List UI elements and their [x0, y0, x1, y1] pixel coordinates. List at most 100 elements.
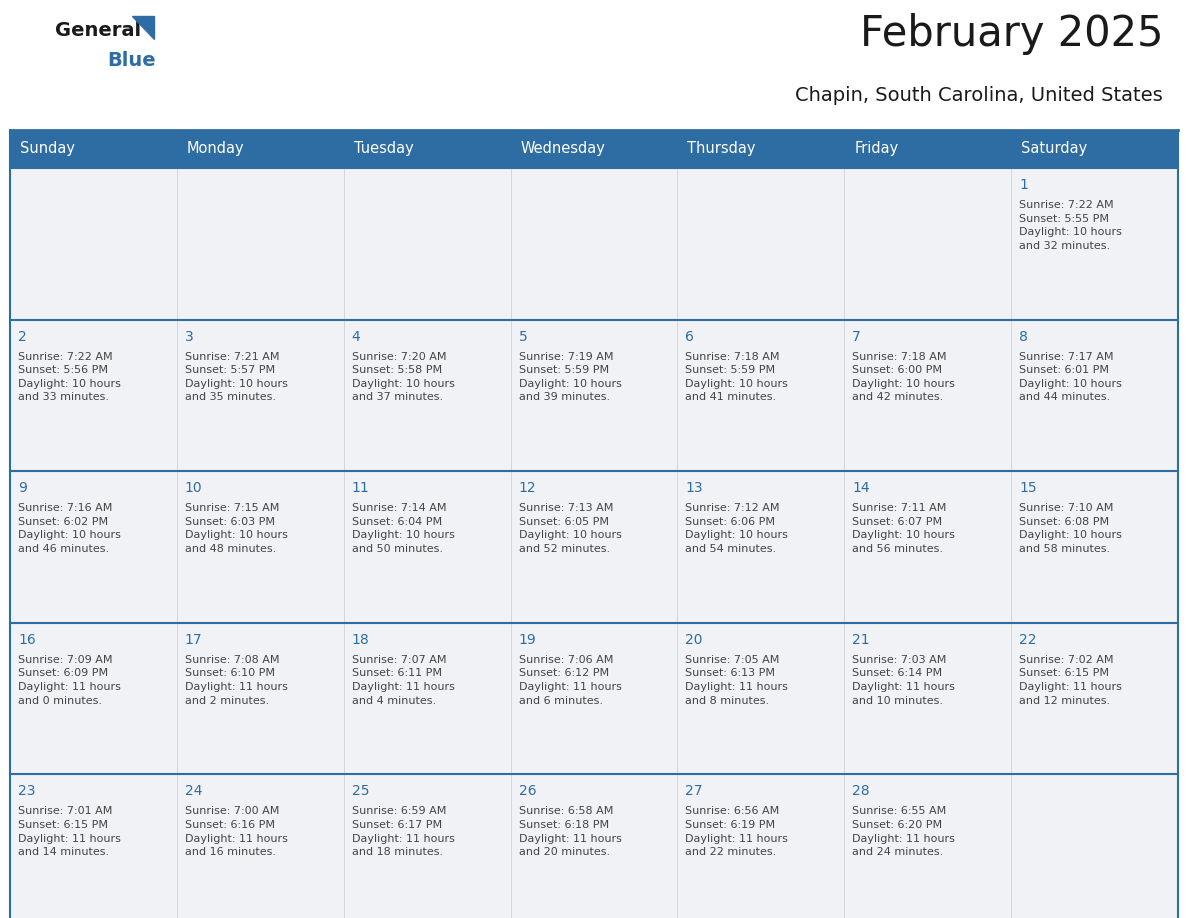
Text: 21: 21	[852, 633, 870, 647]
Text: Sunrise: 7:21 AM
Sunset: 5:57 PM
Daylight: 10 hours
and 35 minutes.: Sunrise: 7:21 AM Sunset: 5:57 PM Dayligh…	[185, 352, 287, 402]
Text: Sunrise: 6:55 AM
Sunset: 6:20 PM
Daylight: 11 hours
and 24 minutes.: Sunrise: 6:55 AM Sunset: 6:20 PM Dayligh…	[852, 806, 955, 857]
Bar	[10, 130, 1178, 168]
Text: 17: 17	[185, 633, 202, 647]
Text: 8: 8	[1019, 330, 1028, 343]
Text: Sunrise: 7:17 AM
Sunset: 6:01 PM
Daylight: 10 hours
and 44 minutes.: Sunrise: 7:17 AM Sunset: 6:01 PM Dayligh…	[1019, 352, 1121, 402]
Polygon shape	[132, 16, 154, 39]
Text: Sunrise: 7:15 AM
Sunset: 6:03 PM
Daylight: 10 hours
and 48 minutes.: Sunrise: 7:15 AM Sunset: 6:03 PM Dayligh…	[185, 503, 287, 554]
Bar	[343, 622, 511, 775]
Text: Sunday: Sunday	[20, 141, 75, 156]
Text: Tuesday: Tuesday	[354, 141, 413, 156]
Text: 16: 16	[18, 633, 36, 647]
Bar	[177, 471, 343, 622]
Text: Sunrise: 7:19 AM
Sunset: 5:59 PM
Daylight: 10 hours
and 39 minutes.: Sunrise: 7:19 AM Sunset: 5:59 PM Dayligh…	[519, 352, 621, 402]
Text: 7: 7	[852, 330, 861, 343]
Text: Wednesday: Wednesday	[520, 141, 606, 156]
Text: 6: 6	[685, 330, 694, 343]
Bar	[677, 471, 845, 622]
Text: 27: 27	[685, 784, 703, 799]
Bar	[10, 319, 177, 471]
Text: 5: 5	[519, 330, 527, 343]
Bar	[10, 622, 177, 775]
Bar	[343, 319, 511, 471]
Text: Sunrise: 7:09 AM
Sunset: 6:09 PM
Daylight: 11 hours
and 0 minutes.: Sunrise: 7:09 AM Sunset: 6:09 PM Dayligh…	[18, 655, 121, 706]
Text: Thursday: Thursday	[688, 141, 756, 156]
Text: Sunrise: 7:10 AM
Sunset: 6:08 PM
Daylight: 10 hours
and 58 minutes.: Sunrise: 7:10 AM Sunset: 6:08 PM Dayligh…	[1019, 503, 1121, 554]
Text: Blue: Blue	[107, 51, 156, 70]
Bar	[677, 622, 845, 775]
Bar	[177, 775, 343, 918]
Bar	[511, 622, 677, 775]
Text: 2: 2	[18, 330, 27, 343]
Text: 19: 19	[519, 633, 536, 647]
Bar	[1011, 775, 1178, 918]
Text: Sunrise: 6:58 AM
Sunset: 6:18 PM
Daylight: 11 hours
and 20 minutes.: Sunrise: 6:58 AM Sunset: 6:18 PM Dayligh…	[519, 806, 621, 857]
Bar	[845, 622, 1011, 775]
Text: 11: 11	[352, 481, 369, 495]
Text: Sunrise: 7:16 AM
Sunset: 6:02 PM
Daylight: 10 hours
and 46 minutes.: Sunrise: 7:16 AM Sunset: 6:02 PM Dayligh…	[18, 503, 121, 554]
Bar	[845, 319, 1011, 471]
Bar	[677, 168, 845, 319]
Text: Sunrise: 7:22 AM
Sunset: 5:56 PM
Daylight: 10 hours
and 33 minutes.: Sunrise: 7:22 AM Sunset: 5:56 PM Dayligh…	[18, 352, 121, 402]
Text: 4: 4	[352, 330, 360, 343]
Text: February 2025: February 2025	[859, 13, 1163, 55]
Text: General: General	[55, 21, 141, 40]
Text: Sunrise: 7:00 AM
Sunset: 6:16 PM
Daylight: 11 hours
and 16 minutes.: Sunrise: 7:00 AM Sunset: 6:16 PM Dayligh…	[185, 806, 287, 857]
Text: Sunrise: 7:08 AM
Sunset: 6:10 PM
Daylight: 11 hours
and 2 minutes.: Sunrise: 7:08 AM Sunset: 6:10 PM Dayligh…	[185, 655, 287, 706]
Text: Sunrise: 7:03 AM
Sunset: 6:14 PM
Daylight: 11 hours
and 10 minutes.: Sunrise: 7:03 AM Sunset: 6:14 PM Dayligh…	[852, 655, 955, 706]
Text: 9: 9	[18, 481, 27, 495]
Text: Sunrise: 6:59 AM
Sunset: 6:17 PM
Daylight: 11 hours
and 18 minutes.: Sunrise: 6:59 AM Sunset: 6:17 PM Dayligh…	[352, 806, 455, 857]
Text: 14: 14	[852, 481, 870, 495]
Text: Sunrise: 7:05 AM
Sunset: 6:13 PM
Daylight: 11 hours
and 8 minutes.: Sunrise: 7:05 AM Sunset: 6:13 PM Dayligh…	[685, 655, 789, 706]
Text: 18: 18	[352, 633, 369, 647]
Bar	[1011, 471, 1178, 622]
Bar	[511, 471, 677, 622]
Text: 24: 24	[185, 784, 202, 799]
Text: Sunrise: 7:02 AM
Sunset: 6:15 PM
Daylight: 11 hours
and 12 minutes.: Sunrise: 7:02 AM Sunset: 6:15 PM Dayligh…	[1019, 655, 1121, 706]
Bar	[10, 168, 177, 319]
Text: Sunrise: 7:13 AM
Sunset: 6:05 PM
Daylight: 10 hours
and 52 minutes.: Sunrise: 7:13 AM Sunset: 6:05 PM Dayligh…	[519, 503, 621, 554]
Text: Sunrise: 7:18 AM
Sunset: 6:00 PM
Daylight: 10 hours
and 42 minutes.: Sunrise: 7:18 AM Sunset: 6:00 PM Dayligh…	[852, 352, 955, 402]
Text: 3: 3	[185, 330, 194, 343]
Text: Saturday: Saturday	[1022, 141, 1087, 156]
Bar	[1011, 319, 1178, 471]
Bar	[1011, 168, 1178, 319]
Text: Chapin, South Carolina, United States: Chapin, South Carolina, United States	[795, 86, 1163, 105]
Bar	[177, 319, 343, 471]
Text: Sunrise: 7:11 AM
Sunset: 6:07 PM
Daylight: 10 hours
and 56 minutes.: Sunrise: 7:11 AM Sunset: 6:07 PM Dayligh…	[852, 503, 955, 554]
Text: 22: 22	[1019, 633, 1037, 647]
Bar	[343, 168, 511, 319]
Text: Sunrise: 7:01 AM
Sunset: 6:15 PM
Daylight: 11 hours
and 14 minutes.: Sunrise: 7:01 AM Sunset: 6:15 PM Dayligh…	[18, 806, 121, 857]
Bar	[845, 168, 1011, 319]
Bar	[177, 622, 343, 775]
Text: 10: 10	[185, 481, 202, 495]
Bar	[177, 168, 343, 319]
Bar	[343, 775, 511, 918]
Text: Sunrise: 7:06 AM
Sunset: 6:12 PM
Daylight: 11 hours
and 6 minutes.: Sunrise: 7:06 AM Sunset: 6:12 PM Dayligh…	[519, 655, 621, 706]
Text: Sunrise: 7:07 AM
Sunset: 6:11 PM
Daylight: 11 hours
and 4 minutes.: Sunrise: 7:07 AM Sunset: 6:11 PM Dayligh…	[352, 655, 455, 706]
Bar	[511, 168, 677, 319]
Bar	[511, 775, 677, 918]
Bar	[677, 775, 845, 918]
Bar	[511, 319, 677, 471]
Text: 15: 15	[1019, 481, 1037, 495]
Text: 25: 25	[352, 784, 369, 799]
Text: 12: 12	[519, 481, 536, 495]
Bar	[343, 471, 511, 622]
Text: 1: 1	[1019, 178, 1028, 192]
Text: 23: 23	[18, 784, 36, 799]
Bar	[845, 471, 1011, 622]
Text: Sunrise: 6:56 AM
Sunset: 6:19 PM
Daylight: 11 hours
and 22 minutes.: Sunrise: 6:56 AM Sunset: 6:19 PM Dayligh…	[685, 806, 789, 857]
Text: Friday: Friday	[854, 141, 898, 156]
Bar	[10, 471, 177, 622]
Bar	[677, 319, 845, 471]
Bar	[845, 775, 1011, 918]
Text: Sunrise: 7:18 AM
Sunset: 5:59 PM
Daylight: 10 hours
and 41 minutes.: Sunrise: 7:18 AM Sunset: 5:59 PM Dayligh…	[685, 352, 789, 402]
Text: Sunrise: 7:12 AM
Sunset: 6:06 PM
Daylight: 10 hours
and 54 minutes.: Sunrise: 7:12 AM Sunset: 6:06 PM Dayligh…	[685, 503, 789, 554]
Bar	[10, 775, 177, 918]
Bar	[1011, 622, 1178, 775]
Text: 13: 13	[685, 481, 703, 495]
Text: Sunrise: 7:22 AM
Sunset: 5:55 PM
Daylight: 10 hours
and 32 minutes.: Sunrise: 7:22 AM Sunset: 5:55 PM Dayligh…	[1019, 200, 1121, 251]
Text: 26: 26	[519, 784, 536, 799]
Text: Sunrise: 7:14 AM
Sunset: 6:04 PM
Daylight: 10 hours
and 50 minutes.: Sunrise: 7:14 AM Sunset: 6:04 PM Dayligh…	[352, 503, 455, 554]
